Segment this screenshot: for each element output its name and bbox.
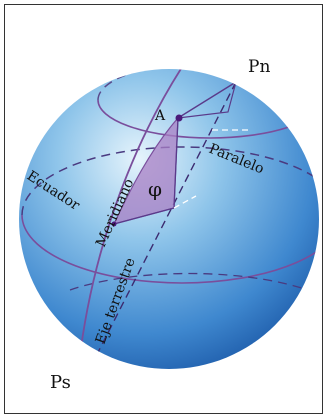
label-north-pole: Pn: [248, 57, 270, 77]
center-point: [111, 221, 117, 227]
meridian-line: [77, 69, 189, 369]
earth-axis: [89, 81, 237, 369]
equator-front: [21, 214, 319, 284]
radius-equator: [113, 207, 175, 225]
label-point-a: A: [154, 108, 166, 124]
earth-sphere: [19, 69, 319, 369]
radius-to-a: [173, 117, 179, 209]
parallel-radius: [177, 81, 237, 119]
equator-back: [21, 146, 319, 216]
label-latitude-symbol: φ: [148, 177, 162, 201]
parallel-plane-line: [177, 81, 237, 119]
lower-circle-back: [69, 272, 319, 301]
label-south-pole: Ps: [50, 372, 71, 393]
center-dashed: [173, 195, 197, 209]
point-a: [175, 114, 183, 122]
figure-frame: [4, 4, 323, 414]
